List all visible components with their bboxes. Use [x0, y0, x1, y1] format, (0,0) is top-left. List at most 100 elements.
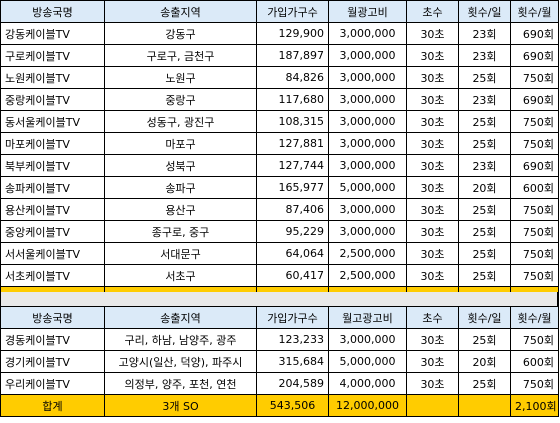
spots-per-day-cell: 25회	[458, 264, 511, 287]
spots-per-day-cell: 25회	[458, 110, 511, 133]
subscriber-count-cell: 165,977	[256, 176, 329, 199]
broadcast-area-cell: 종구로, 중구	[104, 220, 257, 243]
broadcast-area-cell: 성북구	[104, 154, 257, 177]
broadcast-area-cell: 마포구	[104, 132, 257, 155]
spot-seconds-cell: 30초	[406, 220, 459, 243]
subscriber-count-cell: 204,589	[256, 372, 329, 395]
spot-seconds-cell: 30초	[406, 44, 459, 67]
spots-per-day-cell: 25회	[458, 220, 511, 243]
spots-per-day-cell: 25회	[458, 198, 511, 221]
subscriber-count-cell: 64,064	[256, 242, 329, 265]
spot-seconds-cell: 30초	[406, 242, 459, 265]
table-row: 용산케이블TV 용산구 87,406 3,000,000 30초 25회 750회	[0, 198, 559, 221]
station-name-cell: 서초케이블TV	[0, 264, 105, 287]
spot-seconds-cell: 30초	[406, 88, 459, 111]
spots-per-day-cell: 25회	[458, 328, 511, 351]
spots-per-month-cell: 690회	[510, 22, 559, 45]
table-row: 경동케이블TV 구리, 하남, 남양주, 광주 123,233 3,000,000 30…	[0, 328, 559, 351]
monthly-ad-fee-cell: 3,000,000	[328, 110, 407, 133]
subscriber-count-cell: 108,315	[256, 110, 329, 133]
monthly-ad-fee-cell: 3,000,000	[328, 22, 407, 45]
monthly-ad-fee-cell: 5,000,000	[328, 176, 407, 199]
broadcast-area-cell: 송출지역	[104, 0, 257, 23]
spots-per-day-cell: 25회	[458, 66, 511, 89]
table-row: 중앙케이블TV 종구로, 중구 95,229 3,000,000 30초 25회 750회	[0, 220, 559, 243]
broadcast-area-cell: 3개 SO	[104, 394, 257, 417]
spots-per-day-cell: 23회	[458, 22, 511, 45]
spots-per-month-cell: 750회	[510, 132, 559, 155]
monthly-ad-fee-cell: 3,000,000	[328, 88, 407, 111]
spots-per-day-cell: 23회	[458, 88, 511, 111]
table-separator	[0, 292, 558, 306]
spots-per-month-cell: 600회	[510, 350, 559, 373]
station-name-cell: 송파케이블TV	[0, 176, 105, 199]
broadcast-area-cell: 성동구, 광진구	[104, 110, 257, 133]
table-row: 서초케이블TV 서초구 60,417 2,500,000 30초 25회 750회	[0, 264, 559, 287]
spots-per-day-cell: 25회	[458, 132, 511, 155]
spot-seconds-cell: 30초	[406, 328, 459, 351]
station-name-cell: 북부케이블TV	[0, 154, 105, 177]
spots-per-month-cell: 750회	[510, 264, 559, 287]
station-name-cell: 합계	[0, 394, 105, 417]
monthly-ad-fee-cell: 2,500,000	[328, 264, 407, 287]
broadcast-area-cell: 중랑구	[104, 88, 257, 111]
spot-seconds-cell: 30초	[406, 132, 459, 155]
monthly-ad-fee-cell: 5,000,000	[328, 350, 407, 373]
subscriber-count-cell: 87,406	[256, 198, 329, 221]
spots-per-month-cell: 750회	[510, 110, 559, 133]
broadcast-area-cell: 서초구	[104, 264, 257, 287]
station-name-cell: 노원케이블TV	[0, 66, 105, 89]
table-row: 구로케이블TV 구로구, 금천구 187,897 3,000,000 30초 23회 690…	[0, 44, 559, 67]
total-row: 합계 3개 SO 543,506 12,000,000 2,100회	[0, 394, 559, 417]
subscriber-count-cell: 127,744	[256, 154, 329, 177]
spots-per-day-cell: 횟수/일	[458, 306, 511, 329]
station-name-cell: 우리케이블TV	[0, 372, 105, 395]
spot-seconds-cell: 30초	[406, 198, 459, 221]
gyeonggi-cable-table: 방송국명 송출지역 가입가구수 월고광고비 초수 횟수/일 횟수/월 경동케이블TV 구리, 하…	[0, 306, 559, 417]
spots-per-day-cell	[458, 394, 511, 417]
broadcast-area-cell: 의정부, 양주, 포천, 연천	[104, 372, 257, 395]
station-name-cell: 서서울케이블TV	[0, 242, 105, 265]
spots-per-month-cell: 690회	[510, 44, 559, 67]
table-row: 북부케이블TV 성북구 127,744 3,000,000 30초 23회 690회	[0, 154, 559, 177]
monthly-ad-fee-cell: 3,000,000	[328, 132, 407, 155]
spots-per-day-cell: 20회	[458, 176, 511, 199]
monthly-ad-fee-cell: 2,500,000	[328, 242, 407, 265]
subscriber-count-cell: 가입가구수	[256, 0, 329, 23]
spot-seconds-cell: 30초	[406, 110, 459, 133]
spot-seconds-cell: 초수	[406, 0, 459, 23]
broadcast-area-cell: 송출지역	[104, 306, 257, 329]
monthly-ad-fee-cell: 3,000,000	[328, 154, 407, 177]
spots-per-month-cell: 750회	[510, 372, 559, 395]
spots-per-day-cell: 횟수/일	[458, 0, 511, 23]
table-row: 경기케이블TV 고양시(일산, 덕양), 파주시 315,684 5,000,000 3…	[0, 350, 559, 373]
spots-per-day-cell: 20회	[458, 350, 511, 373]
subscriber-count-cell: 117,680	[256, 88, 329, 111]
subscriber-count-cell: 60,417	[256, 264, 329, 287]
monthly-ad-fee-cell: 월광고비	[328, 0, 407, 23]
spot-seconds-cell: 30초	[406, 264, 459, 287]
monthly-ad-fee-cell: 3,000,000	[328, 198, 407, 221]
monthly-ad-fee-cell: 3,000,000	[328, 44, 407, 67]
subscriber-count-cell: 187,897	[256, 44, 329, 67]
spot-seconds-cell	[406, 394, 459, 417]
spots-per-day-cell: 25회	[458, 242, 511, 265]
station-name-cell: 강동케이블TV	[0, 22, 105, 45]
header-row: 방송국명 송출지역 가입가구수 월광고비 초수 횟수/일 횟수/월	[0, 0, 559, 23]
station-name-cell: 방송국명	[0, 306, 105, 329]
station-name-cell: 동서울케이블TV	[0, 110, 105, 133]
header-row: 방송국명 송출지역 가입가구수 월고광고비 초수 횟수/일 횟수/월	[0, 306, 559, 329]
monthly-ad-fee-cell: 3,000,000	[328, 328, 407, 351]
spots-per-month-cell: 횟수/월	[510, 0, 559, 23]
spots-per-month-cell: 690회	[510, 88, 559, 111]
table-row: 송파케이블TV 송파구 165,977 5,000,000 30초 20회 600회	[0, 176, 559, 199]
spot-seconds-cell: 30초	[406, 350, 459, 373]
subscriber-count-cell: 95,229	[256, 220, 329, 243]
spot-seconds-cell: 30초	[406, 372, 459, 395]
subscriber-count-cell: 129,900	[256, 22, 329, 45]
monthly-ad-fee-cell: 3,000,000	[328, 220, 407, 243]
subscriber-count-cell: 315,684	[256, 350, 329, 373]
spots-per-month-cell: 750회	[510, 220, 559, 243]
table-row: 동서울케이블TV 성동구, 광진구 108,315 3,000,000 30초 25회 75…	[0, 110, 559, 133]
